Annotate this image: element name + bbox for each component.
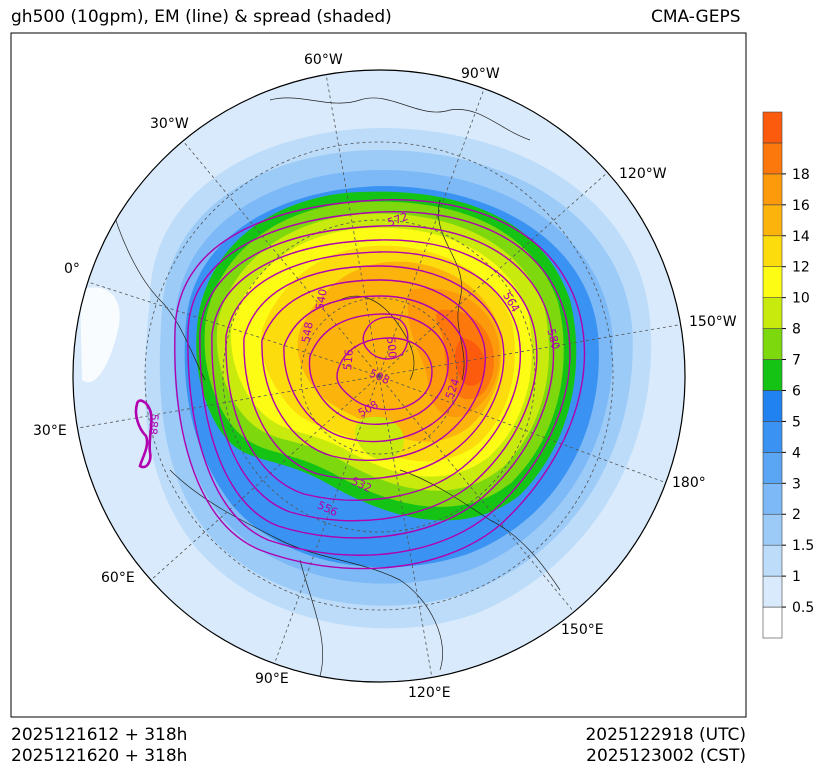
contour-label: 516 [341,349,356,371]
colorbar-swatch [762,544,783,577]
colorbar-swatch [762,204,783,237]
colorbar-swatch [762,390,783,422]
colorbar-tick-label: 12 [792,260,810,276]
colorbar: 0.5 1 1.5 2 3 4 5 6 7 8 10 12 14 16 18 [762,111,814,639]
contour-500 [362,316,409,360]
spread-patch-white-left [80,287,120,383]
contour-516 [308,313,449,425]
coastline-india [299,559,324,677]
colorbar-swatch [762,452,783,484]
coastline-eurasia [169,469,443,671]
colorbar-tick-label: 0.5 [792,600,814,616]
lon-label: 150°E [561,622,604,638]
lon-label: 120°E [408,685,451,701]
contour-label: 540 [313,288,329,311]
colorbar-tick-label: 14 [792,229,810,245]
lon-label: 0° [64,261,80,277]
footer-init-times: 2025121612 + 318h 2025121620 + 318h [11,725,187,767]
colorbar-tick-label: 5 [792,414,801,430]
colorbar-tick-label: 3 [792,476,801,492]
contour-labels: 572 564 580 540 548 516 500 508 524 508 … [146,210,562,519]
meridian-30e [77,375,380,429]
coastlines [109,97,561,677]
latitude-circle-70 [300,297,458,455]
init-utc: 2025121612 + 318h [11,725,188,745]
colorbar-swatch [762,297,783,329]
colorbar-swatch [762,173,783,206]
lon-label: 30°E [33,423,67,439]
lon-label: 150°W [689,314,737,330]
coastline-arctic-america [269,97,531,141]
colorbar-tick-label: 10 [792,291,810,307]
lon-label: 60°W [304,52,343,68]
contour-564 [199,225,555,539]
lon-label: 120°W [619,166,667,182]
lon-label: 90°W [461,66,500,82]
colorbar-tick-label: 16 [792,198,810,214]
colorbar-tick-label: 18 [792,167,810,183]
colorbar-swatch [762,235,783,268]
colorbar-tick-label: 4 [792,445,801,461]
footer-valid-times: 2025122918 (UTC) 2025123002 (CST) [574,725,746,767]
lon-label: 180° [672,475,706,491]
colorbar-swatch [762,142,783,175]
valid-utc: 2025122918 (UTC) [585,725,746,745]
contour-label: 580 [544,327,562,351]
meridian-90w [378,88,485,377]
lon-label: 30°W [150,116,189,132]
meridian-180 [378,375,665,483]
colorbar-tick-label: 6 [792,383,801,399]
contour-label: 588 [146,413,161,435]
chart-title: gh500 (10gpm), EM (line) & spread (shade… [11,7,392,27]
contour-580 [174,199,586,570]
spread-shading [73,70,685,682]
em-contours [134,199,586,570]
map-boundary [72,69,686,683]
contour-532 [261,279,486,461]
colorbar-swatch [762,513,783,546]
lon-label: 60°E [101,570,135,586]
colorbar-swatch [762,359,783,391]
colorbar-tick-label: 1 [792,569,801,585]
colorbar-swatch [762,328,783,360]
contour-556 [211,239,538,522]
colorbar-tick-label: 8 [792,322,801,338]
colorbar-swatch [762,421,783,453]
init-cst: 2025121620 + 318h [11,746,188,766]
coastline-europe [109,199,206,381]
contour-524 [283,295,468,443]
meridian-0 [87,281,380,377]
colorbar-swatch [762,266,783,298]
longitude-labels: 60°W 90°W 30°W 120°W 0° 150°W 30°E 180° … [33,52,737,701]
contour-508 [336,337,433,411]
lon-label: 90°E [255,671,289,687]
contour-572 [187,211,571,556]
colorbar-swatch [762,482,783,515]
colorbar-tick-label: 2 [792,507,801,523]
contour-548 [225,251,521,501]
coastline-arctic-islands [339,295,415,381]
valid-cst: 2025123002 (CST) [586,746,746,766]
contour-540 [243,265,505,480]
contour-label: 500 [384,337,399,359]
contour-label: 548 [299,321,315,344]
contour-588 [134,399,153,469]
coastline-east-asia [399,469,561,591]
model-name: CMA-GEPS [651,7,741,27]
latitude-circle-30 [144,141,614,611]
colorbar-swatch [762,606,783,639]
colorbar-tick-label: 7 [792,353,801,369]
colorbar-swatch [762,575,783,608]
colorbar-swatch [762,111,783,144]
colorbar-tick-label: 1.5 [792,538,814,554]
meridian-60e [150,375,380,581]
